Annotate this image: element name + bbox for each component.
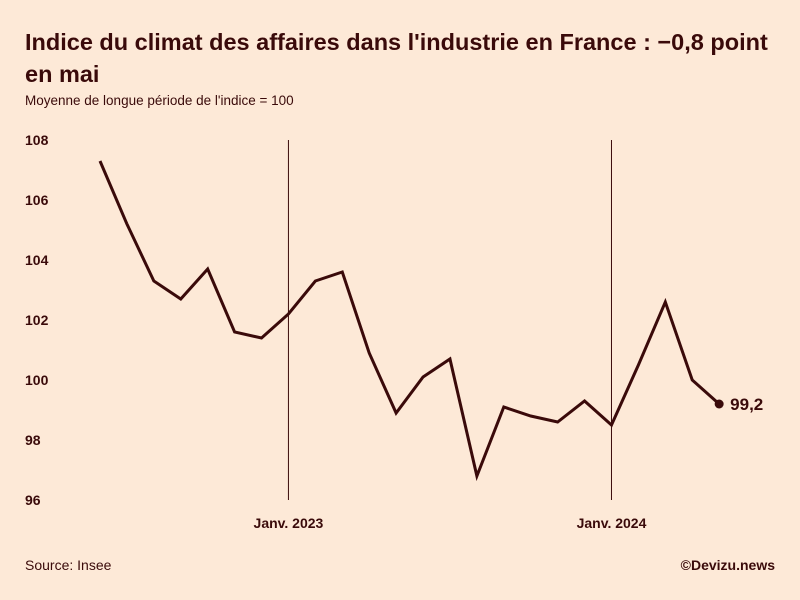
- chart-subtitle: Moyenne de longue période de l'indice = …: [25, 93, 294, 108]
- y-tick-label: 98: [25, 432, 41, 448]
- y-tick-label: 102: [25, 312, 49, 328]
- last-point-marker: [714, 399, 724, 409]
- y-tick-label: 108: [25, 132, 49, 148]
- series-line: [98, 160, 721, 482]
- y-tick-label: 106: [25, 192, 49, 208]
- source-note: Source: Insee: [25, 557, 112, 573]
- x-tick-label: Janv. 2024: [577, 515, 647, 531]
- x-tick-label: Janv. 2023: [254, 515, 324, 531]
- y-tick-label: 104: [25, 252, 49, 268]
- last-value-label: 99,2: [730, 395, 763, 414]
- y-tick-label: 100: [25, 372, 49, 388]
- y-tick-label: 96: [25, 492, 41, 508]
- credit-logo: ©Devizu.news: [680, 557, 775, 573]
- chart-title: Indice du climat des affaires dans l'ind…: [25, 29, 768, 87]
